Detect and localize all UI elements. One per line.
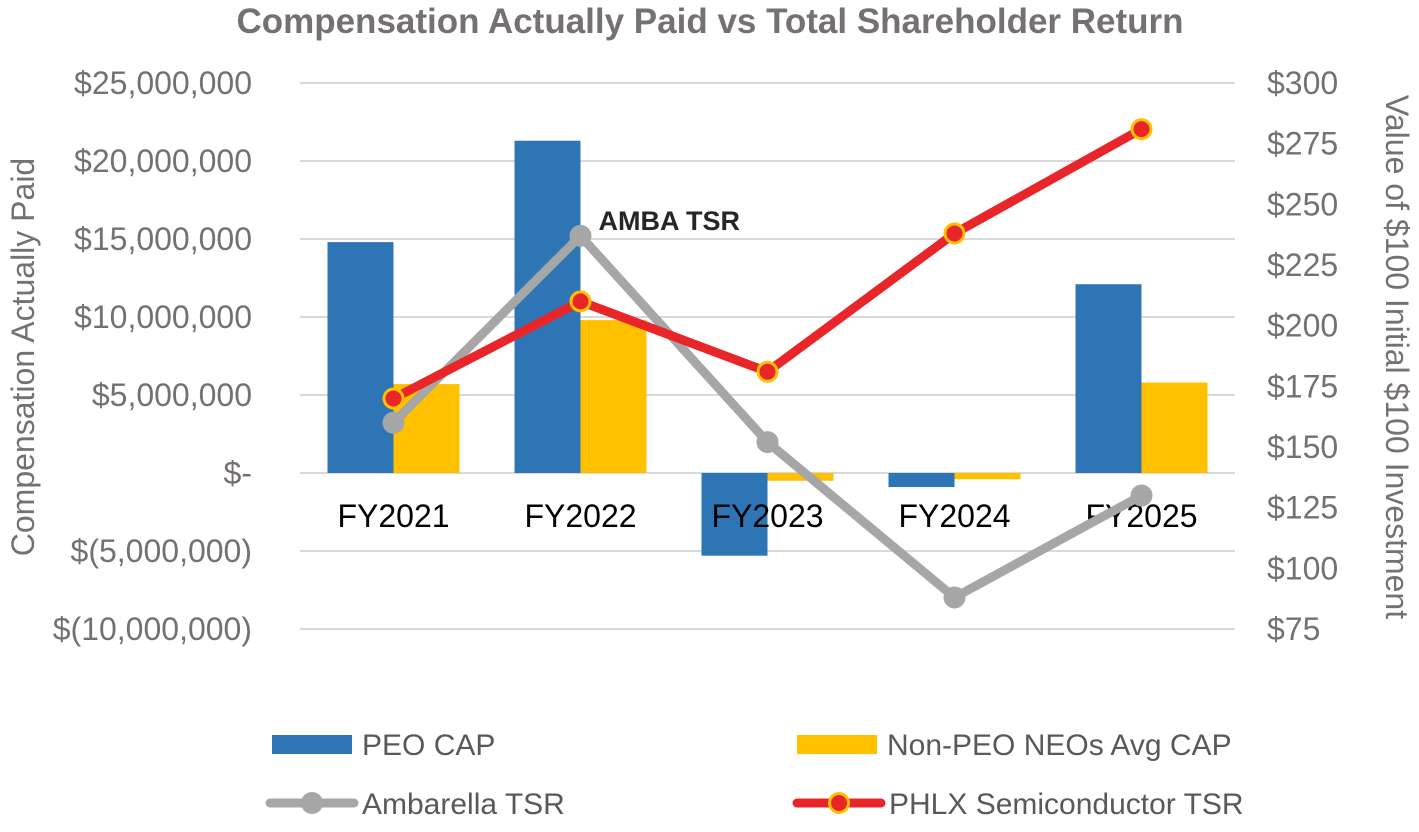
x-tick-label: FY2023 <box>711 498 823 534</box>
y-tick-label: $15,000,000 <box>74 221 252 257</box>
y2-tick-label: $200 <box>1267 308 1338 344</box>
legend-swatch-peo-cap <box>272 735 352 754</box>
y-tick-label: $(5,000,000) <box>71 533 252 569</box>
bar-peo-cap-fy2021 <box>327 242 394 473</box>
y-axis-title: Compensation Actually Paid <box>5 158 41 556</box>
marker-phlx-semiconductor-tsr-fy2024 <box>943 222 966 245</box>
marker-phlx-semiconductor-tsr-fy2025 <box>1130 118 1153 141</box>
x-tick-label: FY2022 <box>524 498 636 534</box>
marker-phlx-semiconductor-tsr-fy2021 <box>382 387 405 410</box>
y2-tick-label: $300 <box>1267 65 1338 101</box>
legend-marker-ambarella-tsr <box>301 792 323 814</box>
y-tick-label: $25,000,000 <box>74 65 252 101</box>
y2-tick-label: $100 <box>1267 550 1338 586</box>
y2-tick-label: $125 <box>1267 490 1338 526</box>
bar-peo-cap-fy2024 <box>888 473 955 488</box>
marker-ambarella-tsr-fy2023 <box>756 431 779 454</box>
marker-ambarella-tsr-fy2022 <box>569 224 592 247</box>
y-tick-label: $(10,000,000) <box>53 611 252 647</box>
y-tick-label: $10,000,000 <box>74 299 252 335</box>
y2-axis-title: Value of $100 Initial $100 Investment <box>1379 95 1415 619</box>
marker-ambarella-tsr-fy2021 <box>382 411 405 434</box>
y2-tick-label: $250 <box>1267 186 1338 222</box>
marker-phlx-semiconductor-tsr-fy2022 <box>569 290 592 313</box>
chart-title: Compensation Actually Paid vs Total Shar… <box>236 2 1183 41</box>
marker-ambarella-tsr-fy2024 <box>943 586 966 609</box>
y-tick-label: $5,000,000 <box>92 377 252 413</box>
x-tick-label: FY2024 <box>898 498 1010 534</box>
marker-ambarella-tsr-fy2025 <box>1130 484 1153 507</box>
legend-swatch-non-peo-neos-avg-cap <box>797 735 877 754</box>
legend-marker-phlx-semiconductor-tsr <box>828 792 850 814</box>
amba-tsr-annotation: AMBA TSR <box>599 206 741 236</box>
line-phlx-semiconductor-tsr <box>389 124 1146 403</box>
y2-tick-label: $175 <box>1267 368 1338 404</box>
y2-tick-label: $225 <box>1267 247 1338 283</box>
legend-label-peo-cap: PEO CAP <box>362 729 495 762</box>
marker-phlx-semiconductor-tsr-fy2023 <box>756 360 779 383</box>
x-tick-label: FY2021 <box>337 498 449 534</box>
y2-tick-label: $75 <box>1267 611 1320 647</box>
bar-peo-cap-fy2025 <box>1075 284 1142 473</box>
bar-non-peo-neos-avg-cap-fy2025 <box>1141 382 1208 473</box>
bar-peo-cap-fy2023 <box>701 473 768 556</box>
legend-label-non-peo-neos-avg-cap: Non-PEO NEOs Avg CAP <box>887 729 1232 762</box>
bar-non-peo-neos-avg-cap-fy2021 <box>393 384 460 473</box>
y-tick-label: $20,000,000 <box>74 143 252 179</box>
y2-tick-label: $150 <box>1267 429 1338 465</box>
bar-non-peo-neos-avg-cap-fy2022 <box>580 320 647 473</box>
y2-tick-label: $275 <box>1267 126 1338 162</box>
bar-non-peo-neos-avg-cap-fy2023 <box>767 473 834 481</box>
bar-non-peo-neos-avg-cap-fy2024 <box>954 473 1021 480</box>
y-tick-label: $- <box>224 455 252 491</box>
legend-label-phlx-semiconductor-tsr: PHLX Semiconductor TSR <box>889 788 1244 821</box>
legend-label-ambarella-tsr: Ambarella TSR <box>362 788 565 821</box>
